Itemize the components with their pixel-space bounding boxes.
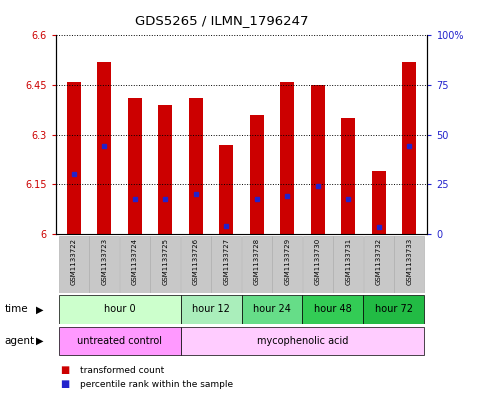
Bar (219, 145, 233, 234)
Text: hour 24: hour 24 (253, 305, 291, 314)
Text: hour 0: hour 0 (104, 305, 135, 314)
Text: hour 48: hour 48 (314, 305, 352, 314)
Bar (272, 236, 302, 293)
Bar (280, 82, 294, 234)
Text: GSM1133722: GSM1133722 (71, 237, 77, 285)
Text: percentile rank within the sample: percentile rank within the sample (80, 380, 233, 389)
Bar (242, 236, 271, 293)
Text: GSM1133726: GSM1133726 (193, 237, 199, 285)
Text: GSM1133723: GSM1133723 (101, 237, 107, 285)
Text: ▶: ▶ (36, 305, 44, 314)
Bar (333, 236, 363, 293)
Text: hour 12: hour 12 (192, 305, 230, 314)
Text: hour 72: hour 72 (375, 305, 413, 314)
Text: agent: agent (5, 336, 35, 346)
Bar (364, 236, 394, 293)
Text: GDS5265 / ILMN_1796247: GDS5265 / ILMN_1796247 (135, 14, 309, 27)
Text: GSM1133724: GSM1133724 (132, 237, 138, 285)
Bar (363, 296, 425, 324)
Bar (128, 98, 142, 234)
Bar (181, 296, 242, 324)
Bar (67, 82, 81, 234)
Text: GSM1133733: GSM1133733 (406, 237, 412, 285)
Text: GSM1133729: GSM1133729 (284, 237, 290, 285)
Text: ▶: ▶ (36, 336, 44, 346)
Bar (212, 236, 241, 293)
Text: GSM1133727: GSM1133727 (223, 237, 229, 285)
Bar (158, 105, 172, 234)
Bar (58, 327, 181, 355)
Bar (242, 296, 302, 324)
Bar (59, 236, 89, 293)
Text: mycophenolic acid: mycophenolic acid (257, 336, 348, 346)
Bar (302, 296, 363, 324)
Text: GSM1133731: GSM1133731 (345, 237, 351, 285)
Bar (394, 236, 424, 293)
Bar (303, 236, 333, 293)
Bar (372, 171, 385, 234)
Text: GSM1133725: GSM1133725 (162, 237, 168, 285)
Bar (120, 236, 150, 293)
Text: time: time (5, 305, 28, 314)
Bar (311, 85, 325, 234)
Text: ■: ■ (60, 365, 70, 375)
Bar (189, 98, 203, 234)
Text: transformed count: transformed count (80, 365, 164, 375)
Text: GSM1133730: GSM1133730 (315, 237, 321, 285)
Text: GSM1133732: GSM1133732 (376, 237, 382, 285)
Text: untreated control: untreated control (77, 336, 162, 346)
Bar (98, 62, 111, 234)
Bar (181, 236, 211, 293)
Bar (402, 62, 416, 234)
Bar (341, 118, 355, 234)
Bar (181, 327, 425, 355)
Bar (150, 236, 180, 293)
Bar (250, 115, 264, 234)
Text: GSM1133728: GSM1133728 (254, 237, 260, 285)
Text: ■: ■ (60, 379, 70, 389)
Bar (89, 236, 119, 293)
Bar (58, 296, 181, 324)
